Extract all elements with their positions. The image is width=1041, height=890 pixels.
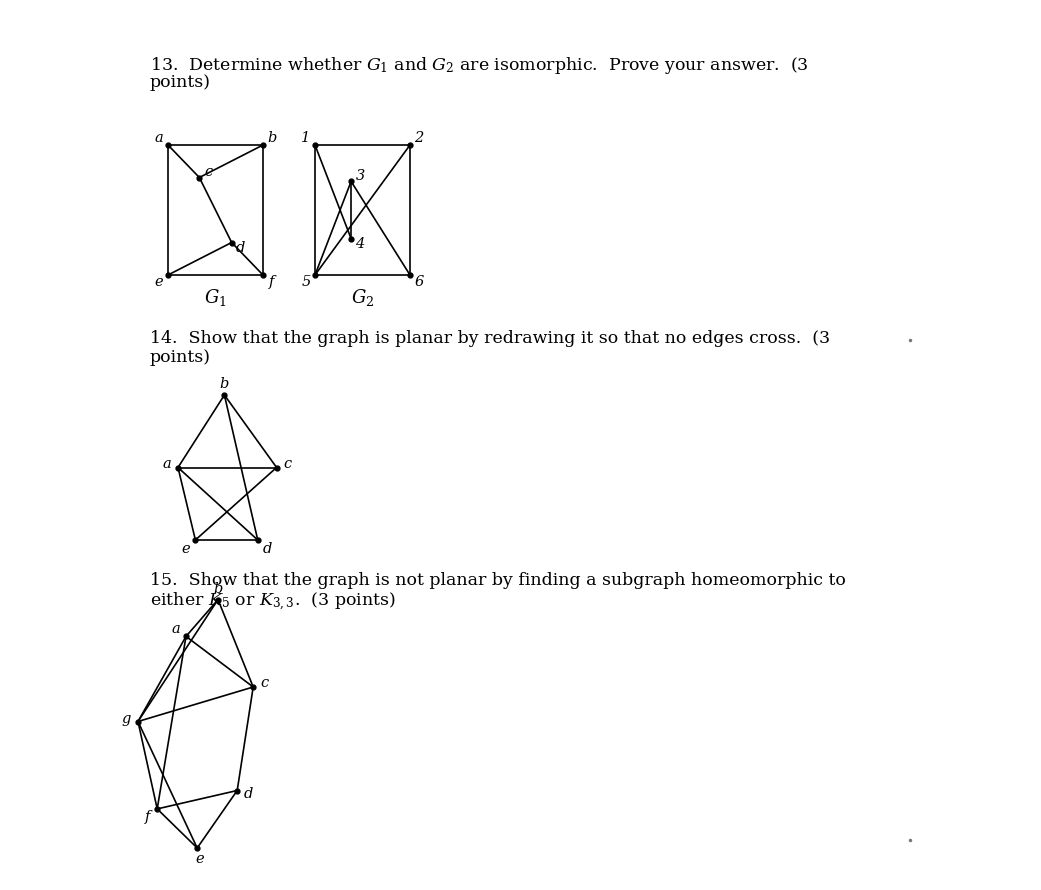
Text: f: f — [270, 275, 275, 289]
Text: points): points) — [150, 349, 211, 366]
Text: 2: 2 — [414, 131, 424, 145]
Text: 15.  Show that the graph is not planar by finding a subgraph homeomorphic to: 15. Show that the graph is not planar by… — [150, 572, 846, 589]
Text: 1: 1 — [302, 131, 310, 145]
Text: g: g — [122, 711, 131, 725]
Text: b: b — [220, 377, 229, 391]
Text: c: c — [260, 676, 269, 690]
Text: a: a — [172, 622, 180, 636]
Text: 4: 4 — [355, 237, 364, 251]
Text: c: c — [283, 457, 291, 472]
Text: a: a — [155, 131, 163, 145]
Text: 3: 3 — [355, 169, 364, 183]
Text: b: b — [213, 581, 223, 595]
Text: a: a — [162, 457, 172, 472]
Text: e: e — [195, 852, 203, 866]
Text: e: e — [181, 542, 189, 556]
Text: c: c — [204, 166, 212, 180]
Text: 5: 5 — [302, 275, 310, 289]
Text: 14.  Show that the graph is planar by redrawing it so that no edges cross.  (3: 14. Show that the graph is planar by red… — [150, 330, 830, 347]
Text: either $K_5$ or $K_{3,3}$.  (3 points): either $K_5$ or $K_{3,3}$. (3 points) — [150, 591, 396, 613]
Text: points): points) — [150, 74, 211, 91]
Text: $G_2$: $G_2$ — [351, 287, 374, 308]
Text: f: f — [145, 810, 150, 824]
Text: b: b — [268, 131, 277, 145]
Text: e: e — [155, 275, 163, 289]
Text: d: d — [236, 240, 246, 255]
Text: d: d — [263, 542, 273, 556]
Text: 13.  Determine whether $G_1$ and $G_2$ are isomorphic.  Prove your answer.  (3: 13. Determine whether $G_1$ and $G_2$ ar… — [150, 55, 809, 76]
Text: 6: 6 — [414, 275, 424, 289]
Text: $G_1$: $G_1$ — [204, 287, 227, 308]
Text: d: d — [244, 788, 253, 802]
